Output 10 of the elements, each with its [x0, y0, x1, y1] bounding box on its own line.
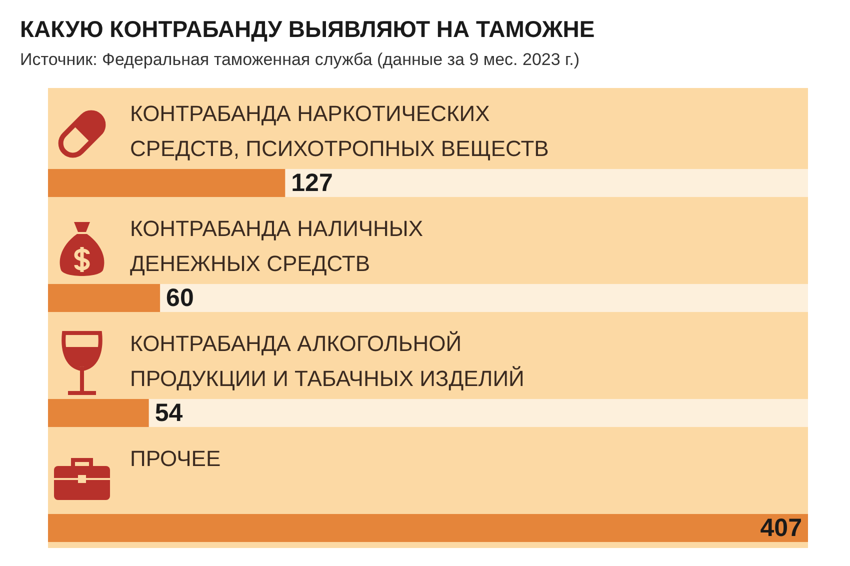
y-tick-label: КОНТРАБАНДА НАРКОТИЧЕСКИХ СРЕДСТВ, ПСИХОТРОПНЫХ ВЕЩЕСТВ [130, 101, 549, 161]
chart-subtitle: Источник: Федеральная таможенная служба (данные за 9 мес. 2023 г.) [20, 50, 580, 70]
data-label: 127 [291, 169, 333, 197]
data-label: 54 [154, 399, 183, 427]
y-tick-label: ПРОЧЕЕ [130, 446, 221, 471]
data-label: 407 [760, 514, 802, 542]
data-label: 60 [166, 284, 194, 312]
y-tick-label: КОНТРАБАНДА НАЛИЧНЫХ ДЕНЕЖНЫХ СРЕДСТВ [130, 216, 424, 276]
y-tick-label: КОНТРАБАНДА АЛКОГОЛЬНОЙ ПРОДУКЦИИ И ТАБАЧНЫХ ИЗДЕЛИЙ [130, 331, 524, 391]
chart-title: КАКУЮ КОНТРАБАНДУ ВЫЯВЛЯЮТ НА ТАМОЖНЕ [20, 16, 595, 43]
